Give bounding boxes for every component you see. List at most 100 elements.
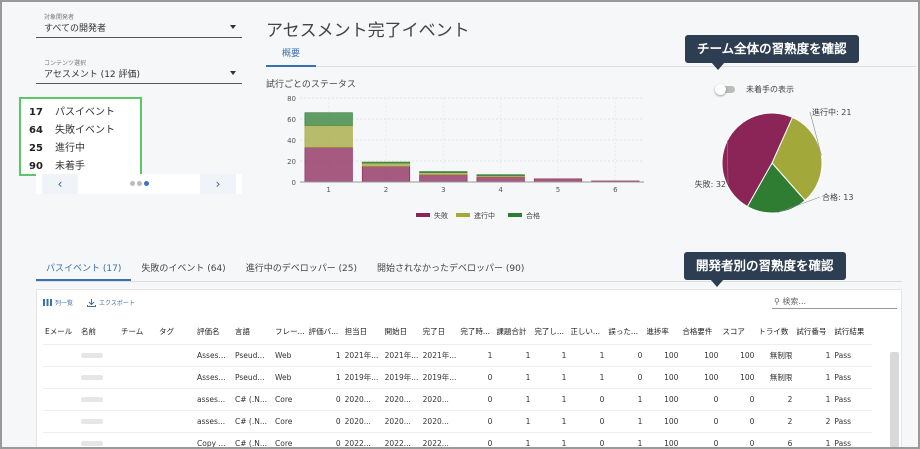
toggle-knob <box>715 84 726 95</box>
column-header[interactable]: スコア <box>722 327 745 337</box>
table-cell: C# (.N... <box>233 431 273 447</box>
pager-dot[interactable] <box>130 181 135 186</box>
column-header[interactable]: 完了日 <box>422 327 446 337</box>
table-cell <box>43 409 79 432</box>
stats-pager: ‹ › <box>36 174 242 194</box>
table-cell: 1 <box>568 343 607 366</box>
table-cell: 2021年... <box>420 343 459 366</box>
column-header[interactable]: 課題合計 <box>496 327 527 337</box>
developer-filter-select[interactable]: 対象開発者 すべての開発者 <box>36 12 242 38</box>
column-header[interactable]: トライ数 <box>758 327 789 337</box>
stat-number: 25 <box>29 143 43 154</box>
table-row[interactable]: asses... C# (.N... Core 0 2020... 2020... 2020… <box>43 387 873 410</box>
column-header[interactable]: 試行番号 <box>796 327 827 337</box>
columns-icon <box>43 299 52 306</box>
stat-label: 進行中 <box>55 143 85 154</box>
bar-segment <box>361 161 411 164</box>
columns-label: 列一覧 <box>55 300 74 307</box>
pie-slice <box>721 112 794 208</box>
table-cell: 1 <box>494 431 533 447</box>
table-cell: Core <box>273 409 307 432</box>
bar-segment <box>304 147 353 183</box>
table-cell: 100 <box>644 365 681 388</box>
column-header[interactable]: 完了し... <box>534 327 565 337</box>
table-cell: 2020... <box>342 387 383 410</box>
table-cell: 0 <box>458 409 495 432</box>
table-cell: Pass <box>832 387 873 410</box>
pager-prev-button[interactable]: ‹ <box>42 174 78 194</box>
pager-dot-active[interactable] <box>144 181 149 186</box>
column-header[interactable]: Eメール <box>45 327 73 337</box>
show-notstarted-toggle[interactable] <box>715 84 735 95</box>
export-button[interactable]: エクスポート <box>87 298 135 307</box>
table-cell: Web <box>273 365 307 388</box>
table-scrollbar[interactable] <box>890 352 899 447</box>
toggle-track <box>717 86 735 93</box>
columns-button[interactable]: 列一覧 <box>43 298 73 307</box>
pager-next-button[interactable]: › <box>200 174 236 194</box>
table-cell: 0 <box>568 409 607 432</box>
table-cell: 2021年... <box>382 343 421 366</box>
table-cell: asses... <box>195 387 233 410</box>
table-row[interactable]: Asses... Pseud... Web 1 2019年... 2019年... 2019… <box>43 365 873 388</box>
bar-segment <box>304 124 353 148</box>
pager-dots <box>130 181 149 186</box>
column-header[interactable]: 評価名 <box>197 327 220 337</box>
table-cell: 2021年... <box>342 343 383 366</box>
column-header[interactable]: 言語 <box>235 327 250 337</box>
column-header[interactable]: タグ <box>159 327 174 337</box>
column-header[interactable]: 評価バ... <box>308 327 339 337</box>
stat-number: 90 <box>29 161 43 172</box>
table-row[interactable]: asses... C# (.N... Core 0 2020... 2020... 2020… <box>43 409 873 432</box>
column-header[interactable]: 完了時... <box>460 327 491 337</box>
table-cell: 1 <box>494 387 533 410</box>
table-row[interactable]: Copy ... C# (.N... Core 0 2022... 2022... 2022… <box>43 431 873 447</box>
table-cell: 1 <box>494 365 533 388</box>
x-tick-label: 2 <box>384 186 388 194</box>
tab-pass-events[interactable]: パスイベント (17) <box>36 259 132 281</box>
tab-divider <box>266 66 916 67</box>
table-cell: 2022... <box>382 431 421 447</box>
table-cell: 1 <box>532 343 569 366</box>
column-header[interactable]: 名前 <box>81 327 96 337</box>
table-cell <box>119 431 157 447</box>
table-cell: 2020... <box>382 387 421 410</box>
stat-pass: 17 パスイベント <box>29 104 132 122</box>
tab-overview[interactable]: 概要 <box>266 46 316 67</box>
team-proficiency-callout: チーム全体の習熟度を確認 <box>685 35 859 70</box>
search-icon: ⚲ <box>774 297 780 306</box>
tab-inprogress-developers[interactable]: 進行中のデベロッパー (25) <box>245 264 358 274</box>
caret-down-icon <box>230 71 236 75</box>
column-header[interactable]: 合格要件 <box>682 327 713 337</box>
column-header[interactable]: チーム <box>121 327 144 337</box>
pie-label-leader <box>809 111 822 156</box>
stat-label: 失敗イベント <box>55 125 115 136</box>
pager-dot[interactable] <box>137 181 142 186</box>
events-table: Eメール 名前 チーム タグ 評価名 言語 フレー... 評価バ... 担当日 開始日 完了日 完了時… <box>43 320 873 447</box>
column-header[interactable]: 誤った... <box>608 327 639 337</box>
caret-down-icon <box>230 25 236 29</box>
column-header[interactable]: 担当日 <box>344 327 368 337</box>
column-header[interactable]: 正しい... <box>570 327 601 337</box>
table-cell: 1 <box>794 365 833 388</box>
table-cell: 0 <box>606 343 645 366</box>
column-header[interactable]: 開始日 <box>384 327 408 337</box>
table-cell: Pseud... <box>233 365 273 388</box>
table-cell: 2 <box>756 387 795 410</box>
table-cell: 1 <box>532 409 569 432</box>
tab-fail-events[interactable]: 失敗のイベント (64) <box>141 264 226 274</box>
table-search-input[interactable]: ⚲ 検索... <box>772 295 897 309</box>
content-filter-select[interactable]: コンテンツ選択 アセスメント (12 評価) <box>36 58 242 84</box>
table-cell <box>43 431 79 447</box>
y-tick-label: 20 <box>287 158 296 166</box>
table-row[interactable]: Asses... Pseud... Web 1 2021年... 2021年... 2021… <box>43 343 873 366</box>
column-header[interactable]: 試行結果 <box>834 327 865 337</box>
column-header[interactable]: フレー... <box>275 327 305 337</box>
table-cell: 1 <box>532 365 569 388</box>
y-tick-label: 80 <box>287 95 296 103</box>
column-header[interactable]: 進捗率 <box>646 327 669 337</box>
tab-notstarted-developers[interactable]: 開始されなかったデベロッパー (90) <box>377 264 525 274</box>
table-cell: 1 <box>494 409 533 432</box>
table-cell: 2020... <box>420 409 459 432</box>
